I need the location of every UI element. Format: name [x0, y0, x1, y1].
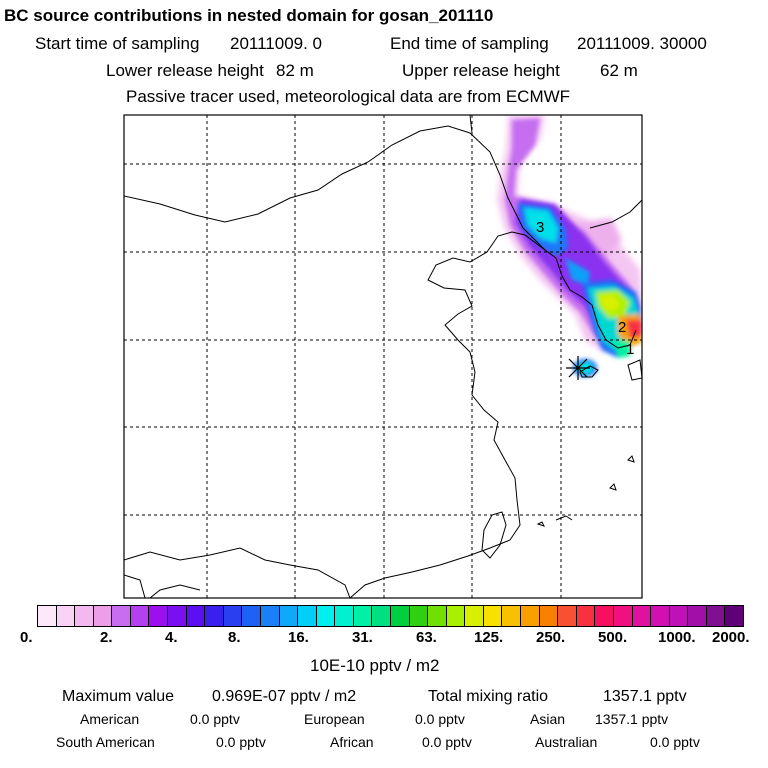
source-value-south-american: 0.0 pptv: [216, 734, 266, 750]
legend-swatch: [298, 606, 317, 626]
start-time-value: 20111009. 0: [230, 34, 323, 53]
kyushu: [627, 359, 642, 381]
max-value: 0.969E-07 pptv / m2: [212, 688, 357, 705]
legend-tick: 31.: [352, 629, 373, 646]
source-name-australian: Australian: [535, 734, 598, 750]
legend-swatch: [706, 606, 726, 626]
total-mixing-value: 1357.1 pptv: [603, 688, 687, 705]
legend-tick: 2.: [100, 629, 113, 646]
legend-swatch: [149, 606, 169, 626]
color-legend: [37, 605, 744, 627]
legend-swatch: [632, 606, 652, 626]
plume-core: [518, 203, 642, 377]
upper-release-label: Upper release height: [402, 61, 560, 80]
plot-title: BC source contributions in nested domain…: [4, 6, 494, 25]
jeju-island: [579, 365, 599, 378]
legend-swatch: [669, 606, 689, 626]
map-frame: [123, 114, 643, 599]
total-mixing-label: Total mixing ratio: [428, 688, 549, 705]
southern-border: [124, 547, 351, 598]
legend-swatch: [93, 606, 113, 626]
map-plot: 3 2 1: [123, 114, 643, 599]
end-time-value: 20111009. 30000: [577, 34, 707, 53]
legend-swatch: [651, 606, 670, 626]
source-marker-2: 2: [618, 319, 626, 336]
legend-swatch: [390, 606, 410, 626]
legend-tick: 500.: [598, 629, 628, 646]
legend-swatch: [335, 606, 354, 626]
legend-tick: 63.: [416, 629, 437, 646]
end-time-label: End time of sampling: [390, 34, 549, 53]
start-time-label: Start time of sampling: [35, 34, 200, 53]
legend-swatch: [521, 606, 540, 626]
legend-swatch: [372, 606, 391, 626]
legend-swatch: [168, 606, 187, 626]
legend-swatch: [725, 606, 743, 626]
legend-swatch: [279, 606, 299, 626]
legend-swatch: [558, 606, 577, 626]
legend-swatch: [595, 606, 614, 626]
legend-swatch: [428, 606, 447, 626]
legend-tick: 1000.: [658, 629, 696, 646]
coastlines: [124, 115, 642, 598]
legend-swatch: [502, 606, 522, 626]
legend-swatch: [353, 606, 373, 626]
release-site-marker: [566, 356, 590, 380]
plume-layer: [497, 115, 642, 377]
legend-swatch: [186, 606, 206, 626]
source-value-european: 0.0 pptv: [415, 711, 465, 727]
legend-tick: 8.: [228, 629, 241, 646]
legend-swatch: [260, 606, 280, 626]
legend-swatch: [75, 606, 94, 626]
legend-unit: 10E-10 pptv / m2: [310, 656, 440, 675]
legend-swatch: [409, 606, 429, 626]
legend-swatch: [242, 606, 261, 626]
legend-swatch: [130, 606, 150, 626]
legend-swatch: [483, 606, 503, 626]
legend-swatch: [38, 606, 57, 626]
korea-coastline: [544, 249, 637, 349]
source-value-american: 0.0 pptv: [190, 711, 240, 727]
lower-release-label: Lower release height: [106, 61, 264, 80]
source-name-african: African: [330, 734, 374, 750]
lat-lon-grid: [124, 115, 642, 598]
legend-swatch: [316, 606, 336, 626]
source-marker-1: 1: [626, 341, 634, 358]
legend-tick: 0.: [20, 629, 33, 646]
legend-tick: 250.: [536, 629, 566, 646]
legend-tick: 125.: [474, 629, 504, 646]
legend-swatch: [613, 606, 633, 626]
legend-swatch: [576, 606, 596, 626]
legend-swatch: [112, 606, 131, 626]
source-value-australian: 0.0 pptv: [650, 734, 700, 750]
source-name-american: American: [80, 711, 140, 727]
legend-swatch: [205, 606, 224, 626]
legend-tick: 16.: [288, 629, 309, 646]
national-border-north: [124, 125, 546, 251]
legend-swatch: [446, 606, 466, 626]
lower-release-value: 82 m: [276, 61, 314, 80]
source-marker-3: 3: [536, 219, 544, 236]
legend-swatch: [539, 606, 559, 626]
source-name-south-american: South American: [56, 734, 155, 750]
legend-tick: 4.: [165, 629, 178, 646]
upper-release-value: 62 m: [600, 61, 638, 80]
legend-swatch: [465, 606, 484, 626]
source-value-african: 0.0 pptv: [422, 734, 472, 750]
china-coastline: [349, 231, 546, 598]
max-value-label: Maximum value: [62, 688, 175, 705]
legend-swatch: [688, 606, 707, 626]
source-name-asian: Asian: [530, 711, 566, 727]
legend-swatch: [56, 606, 76, 626]
source-value-asian: 1357.1 pptv: [595, 711, 669, 727]
tracer-note: Passive tracer used, meteorological data…: [126, 87, 571, 106]
source-name-european: European: [304, 711, 365, 727]
legend-swatch: [223, 606, 243, 626]
legend-tick: 2000.: [712, 629, 750, 646]
taiwan: [481, 511, 507, 559]
